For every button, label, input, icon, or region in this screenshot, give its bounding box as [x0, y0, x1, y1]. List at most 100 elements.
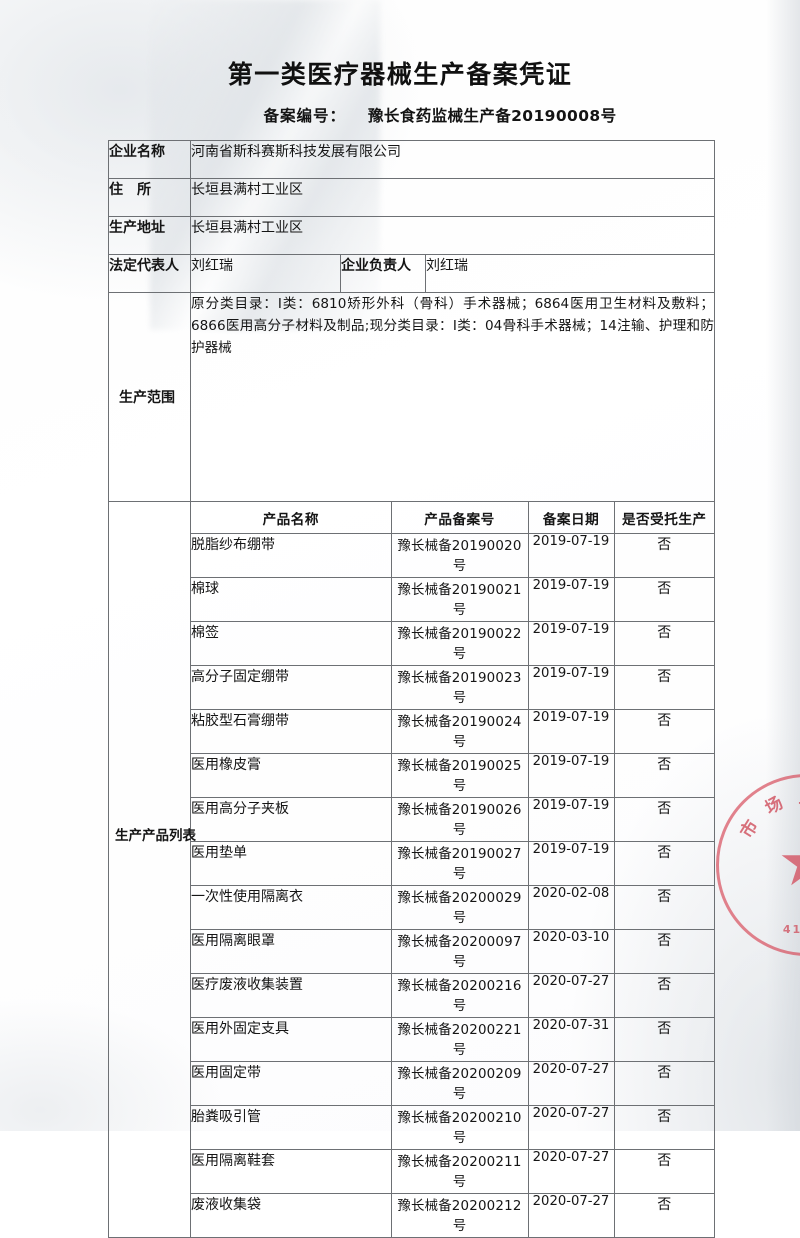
cell-entrusted: 否 [614, 622, 714, 666]
cell-entrusted: 否 [614, 798, 714, 842]
cell-product-name: 医用隔离鞋套 [191, 1150, 391, 1194]
company-name-label: 企业名称 [109, 141, 191, 179]
cell-entrusted: 否 [614, 1106, 714, 1150]
cell-record-no: 豫长械备20200210号 [391, 1106, 528, 1150]
cell-record-no: 豫长械备20200209号 [391, 1062, 528, 1106]
cell-entrusted: 否 [614, 534, 714, 578]
cell-product-name: 医用高分子夹板 [191, 798, 391, 842]
cell-entrusted: 否 [614, 1062, 714, 1106]
address-value: 长垣县满村工业区 [191, 179, 715, 217]
page-edge-shadow [766, 0, 800, 1131]
cell-record-no: 豫长械备20190022号 [391, 622, 528, 666]
cell-entrusted: 否 [614, 842, 714, 886]
product-table: 产品名称 产品备案号 备案日期 是否受托生产 脱脂纱布绷带豫长械备2019002… [191, 502, 714, 1237]
column-header-product-name: 产品名称 [191, 502, 391, 534]
cell-record-no: 豫长械备20190026号 [391, 798, 528, 842]
cell-entrusted: 否 [614, 666, 714, 710]
address-label: 住 所 [109, 179, 191, 217]
cell-record-date: 2019-07-19 [528, 534, 614, 578]
cell-product-name: 医用橡皮膏 [191, 754, 391, 798]
cell-entrusted: 否 [614, 1018, 714, 1062]
cell-entrusted: 否 [614, 710, 714, 754]
cell-product-name: 医用外固定支具 [191, 1018, 391, 1062]
cell-record-no: 豫长械备20200097号 [391, 930, 528, 974]
cell-product-name: 医疗废液收集装置 [191, 974, 391, 1018]
cell-record-date: 2019-07-19 [528, 622, 614, 666]
cell-record-no: 豫长械备20200029号 [391, 886, 528, 930]
cell-entrusted: 否 [614, 578, 714, 622]
product-table-header-row: 产品名称 产品备案号 备案日期 是否受托生产 [191, 502, 714, 534]
cell-record-date: 2019-07-19 [528, 666, 614, 710]
cell-record-date: 2019-07-19 [528, 710, 614, 754]
cell-record-no: 豫长械备20190025号 [391, 754, 528, 798]
table-row-company-name: 企业名称 河南省斯科赛斯科技发展有限公司 [109, 141, 715, 179]
product-list-label-cell: 生产产品列表 [109, 502, 191, 1238]
record-number-label: 备案编号： [264, 107, 347, 125]
cell-entrusted: 否 [614, 930, 714, 974]
cell-entrusted: 否 [614, 1194, 714, 1238]
cell-record-no: 豫长械备20190023号 [391, 666, 528, 710]
column-header-record-date: 备案日期 [528, 502, 614, 534]
cell-record-no: 豫长械备20190024号 [391, 710, 528, 754]
production-address-value: 长垣县满村工业区 [191, 217, 715, 255]
product-list-cell: 产品名称 产品备案号 备案日期 是否受托生产 脱脂纱布绷带豫长械备2019002… [191, 502, 715, 1238]
product-list-label: 生产产品列表 [115, 824, 196, 844]
table-row-address: 住 所 长垣县满村工业区 [109, 179, 715, 217]
cell-record-date: 2020-07-27 [528, 1194, 614, 1238]
cell-record-date: 2019-07-19 [528, 798, 614, 842]
enterprise-head-value: 刘红瑞 [426, 255, 715, 293]
production-scope-label: 生产范围 [119, 387, 175, 407]
table-row-legal-representative: 法定代表人 刘红瑞 企业负责人 刘红瑞 [109, 255, 715, 293]
record-number-line: 备案编号：豫长食药监械生产备20190008号 [0, 104, 800, 126]
legal-rep-value: 刘红瑞 [191, 255, 341, 293]
cell-record-date: 2020-07-27 [528, 1150, 614, 1194]
legal-rep-label: 法定代表人 [109, 255, 191, 293]
enterprise-head-label: 企业负责人 [341, 255, 426, 293]
cell-product-name: 棉球 [191, 578, 391, 622]
cell-record-date: 2020-02-08 [528, 886, 614, 930]
column-header-record-no: 产品备案号 [391, 502, 528, 534]
cell-entrusted: 否 [614, 974, 714, 1018]
table-row-product-list: 生产产品列表 产品名称 产品备案号 备案日期 是否受托生产 [109, 502, 715, 1238]
table-row-production-scope: 生产范围 原分类目录：Ⅰ类：6810矫形外科（骨科）手术器械；6864医用卫生材… [109, 293, 715, 502]
cell-product-name: 一次性使用隔离衣 [191, 886, 391, 930]
cell-record-no: 豫长械备20200221号 [391, 1018, 528, 1062]
cell-entrusted: 否 [614, 754, 714, 798]
cell-product-name: 医用固定带 [191, 1062, 391, 1106]
cell-record-date: 2019-07-19 [528, 842, 614, 886]
cell-product-name: 棉签 [191, 622, 391, 666]
cell-record-no: 豫长械备20190027号 [391, 842, 528, 886]
production-address-label: 生产地址 [109, 217, 191, 255]
page-title: 第一类医疗器械生产备案凭证 [0, 55, 800, 91]
cell-product-name: 医用垫单 [191, 842, 391, 886]
cell-product-name: 高分子固定绷带 [191, 666, 391, 710]
table-row-production-address: 生产地址 长垣县满村工业区 [109, 217, 715, 255]
cell-entrusted: 否 [614, 1150, 714, 1194]
cell-entrusted: 否 [614, 886, 714, 930]
cell-product-name: 胎粪吸引管 [191, 1106, 391, 1150]
cell-product-name: 医用隔离眼罩 [191, 930, 391, 974]
cell-record-no: 豫长械备20200211号 [391, 1150, 528, 1194]
cell-record-no: 豫长械备20200212号 [391, 1194, 528, 1238]
cell-record-date: 2020-07-27 [528, 1062, 614, 1106]
cell-record-date: 2020-07-27 [528, 974, 614, 1018]
production-scope-label-cell: 生产范围 [109, 293, 191, 502]
cell-record-date: 2020-03-10 [528, 930, 614, 974]
column-header-entrusted: 是否受托生产 [614, 502, 714, 534]
cell-record-no: 豫长械备20190021号 [391, 578, 528, 622]
cell-record-date: 2019-07-19 [528, 578, 614, 622]
